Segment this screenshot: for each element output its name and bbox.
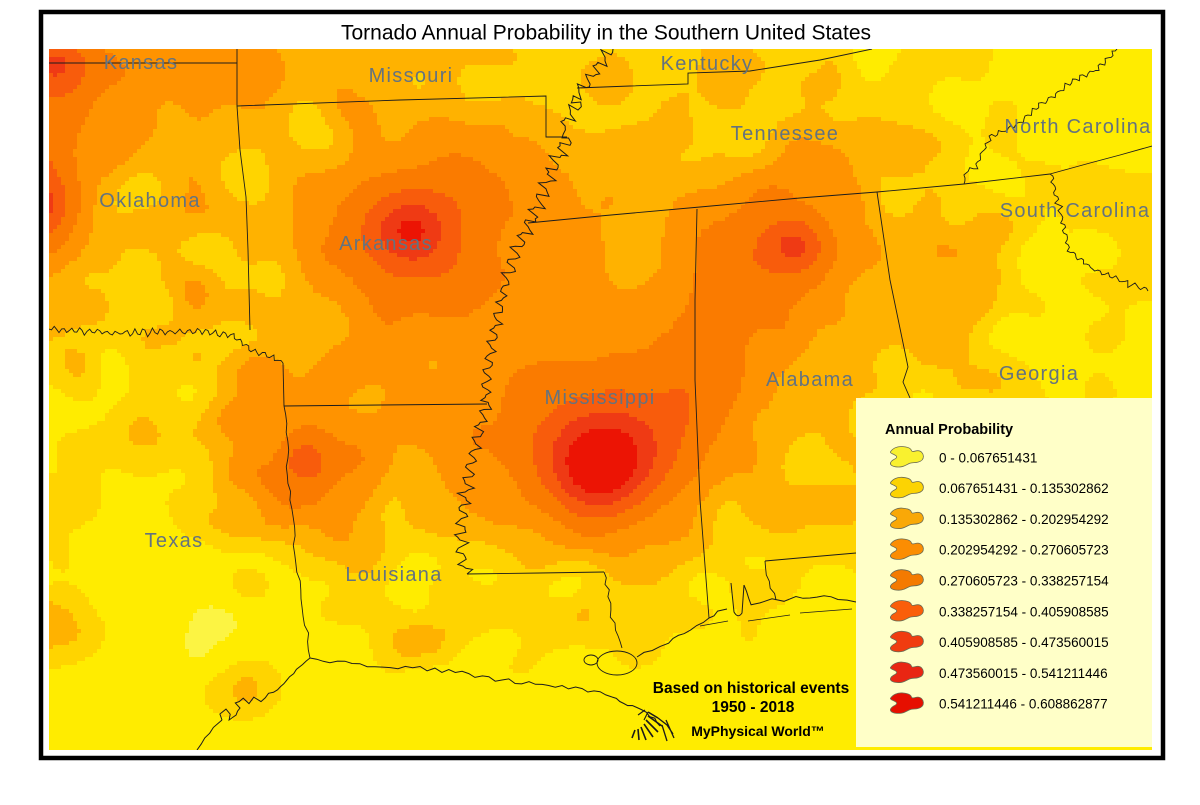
svg-text:Based on historical events: Based on historical events [653,680,849,697]
svg-text:Arkansas: Arkansas [339,233,433,255]
svg-text:0.067651431 - 0.135302862: 0.067651431 - 0.135302862 [939,481,1109,496]
svg-text:Kansas: Kansas [104,52,179,74]
svg-text:0.405908585 - 0.473560015: 0.405908585 - 0.473560015 [939,635,1109,650]
svg-text:Kentucky: Kentucky [661,53,754,75]
svg-text:0.270605723 - 0.338257154: 0.270605723 - 0.338257154 [939,574,1109,589]
svg-text:Georgia: Georgia [999,363,1079,385]
svg-text:Mississippi: Mississippi [545,387,656,409]
svg-text:South Carolina: South Carolina [1000,200,1151,222]
svg-text:0 - 0.067651431: 0 - 0.067651431 [939,450,1037,465]
svg-text:Tornado Annual Probability in: Tornado Annual Probability in the Southe… [341,22,871,45]
svg-text:0.473560015 - 0.541211446: 0.473560015 - 0.541211446 [939,666,1108,681]
svg-text:Tennessee: Tennessee [731,123,839,145]
svg-text:0.202954292 - 0.270605723: 0.202954292 - 0.270605723 [939,543,1109,558]
svg-text:0.541211446 - 0.608862877: 0.541211446 - 0.608862877 [939,697,1108,712]
svg-text:Oklahoma: Oklahoma [99,190,201,212]
svg-text:1950 - 2018: 1950 - 2018 [712,699,795,716]
svg-text:Alabama: Alabama [766,369,854,391]
svg-text:Texas: Texas [145,530,204,552]
svg-text:0.338257154 - 0.405908585: 0.338257154 - 0.405908585 [939,604,1109,619]
svg-text:Louisiana: Louisiana [345,564,442,586]
svg-text:MyPhysical World™: MyPhysical World™ [691,723,825,739]
svg-text:Annual Probability: Annual Probability [885,422,1013,438]
svg-text:Missouri: Missouri [369,65,454,87]
svg-text:North Carolina: North Carolina [1004,116,1151,138]
svg-text:0.135302862 - 0.202954292: 0.135302862 - 0.202954292 [939,512,1109,527]
